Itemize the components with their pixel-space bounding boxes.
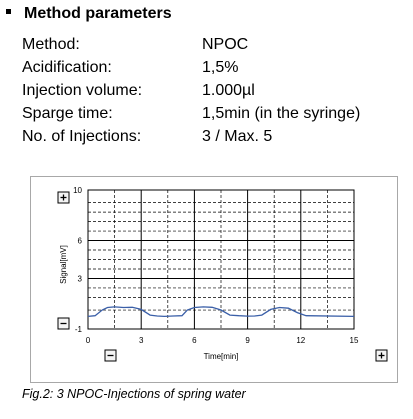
parameter-row: Injection volume: 1.000µl	[22, 79, 360, 102]
y-tick-label: 6	[78, 237, 83, 246]
parameter-value: 1.000µl	[202, 81, 255, 99]
parameter-value: NPOC	[202, 35, 249, 53]
parameter-row: Sparge time: 1,5min (in the syringe)	[22, 102, 360, 125]
signal-chart: 0 3 6 9 12 15 -1 3 6 10 Time[min] Signal[mV]	[57, 186, 388, 362]
parameter-label: Injection volume:	[22, 81, 143, 99]
x-zoom-out-icon[interactable]	[104, 349, 117, 362]
parameter-value: 1,5%	[202, 58, 239, 76]
y-tick-label: 3	[78, 274, 83, 283]
x-tick-label: 0	[86, 336, 91, 345]
figure-caption: Fig.2: 3 NPOC-Injections of spring water	[22, 387, 246, 401]
x-tick-label: 12	[296, 336, 305, 345]
chart-frame: 0 3 6 9 12 15 -1 3 6 10 Time[min] Signal[mV]	[30, 176, 398, 383]
series-line	[87, 306, 355, 318]
x-tick-label: 15	[350, 336, 359, 345]
parameter-label: Acidification:	[22, 58, 112, 76]
section-heading: Method parameters	[6, 5, 172, 23]
plot-border	[87, 189, 355, 330]
parameter-label: Method:	[22, 35, 80, 53]
parameter-label: Sparge time:	[22, 104, 113, 122]
y-axis-label: Signal[mV]	[59, 245, 68, 284]
y-zoom-in-icon[interactable]	[57, 191, 70, 204]
x-tick-label: 6	[192, 336, 197, 345]
y-tick-label: 10	[73, 186, 82, 195]
x-axis-label: Time[min]	[204, 352, 239, 361]
parameter-row: No. of Injections: 3 / Max. 5	[22, 125, 360, 148]
parameter-row: Acidification: 1,5%	[22, 56, 360, 79]
parameter-table: Method: NPOC Acidification: 1,5% Injecti…	[22, 33, 360, 148]
bullet-icon	[6, 9, 11, 15]
y-tick-label: -1	[75, 325, 83, 334]
x-tick-label: 9	[245, 336, 250, 345]
parameter-value: 1,5min (in the syringe)	[202, 104, 361, 122]
parameter-label: No. of Injections:	[22, 127, 142, 145]
parameter-row: Method: NPOC	[22, 33, 360, 56]
x-tick-label: 3	[139, 336, 144, 345]
y-zoom-out-icon[interactable]	[57, 317, 70, 330]
section-title: Method parameters	[24, 5, 172, 22]
parameter-value: 3 / Max. 5	[202, 127, 273, 145]
x-zoom-in-icon[interactable]	[375, 349, 388, 362]
